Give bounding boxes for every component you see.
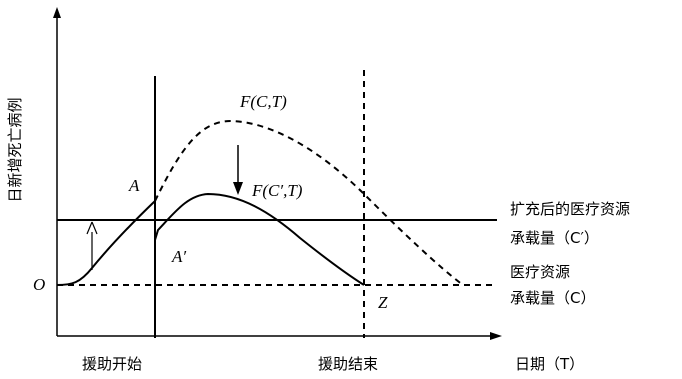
original-capacity-label-line2: 承载量（C） [510, 289, 595, 307]
curve-original-label: F(C,T) [239, 92, 287, 111]
x-axis-label: 日期（T） [515, 355, 584, 373]
x-axis-arrowhead [490, 332, 502, 340]
aid-end-label: 援助结束 [318, 355, 378, 373]
origin-label: O [33, 275, 45, 294]
point-a-label: A [128, 176, 140, 195]
point-a-prime-label: A′ [171, 247, 186, 266]
point-z-label: Z [378, 293, 388, 312]
curve-shift-arrowhead [233, 182, 243, 195]
aid-start-label: 援助开始 [82, 355, 142, 373]
capacity-increase-arrowhead [86, 221, 98, 235]
curve-expanded [154, 192, 365, 286]
y-axis-arrowhead [53, 7, 61, 18]
curve-original-solid [56, 200, 156, 286]
y-axis-label: 日新增死亡病例 [6, 97, 24, 202]
expanded-capacity-label-line2: 承载量（C′） [510, 229, 599, 247]
curve-expanded-label: F(C′,T) [251, 181, 303, 200]
expanded-capacity-label-line1: 扩充后的医疗资源 [510, 200, 630, 218]
curve-original-dashed [154, 119, 464, 286]
original-capacity-label-line1: 医疗资源 [510, 263, 570, 281]
